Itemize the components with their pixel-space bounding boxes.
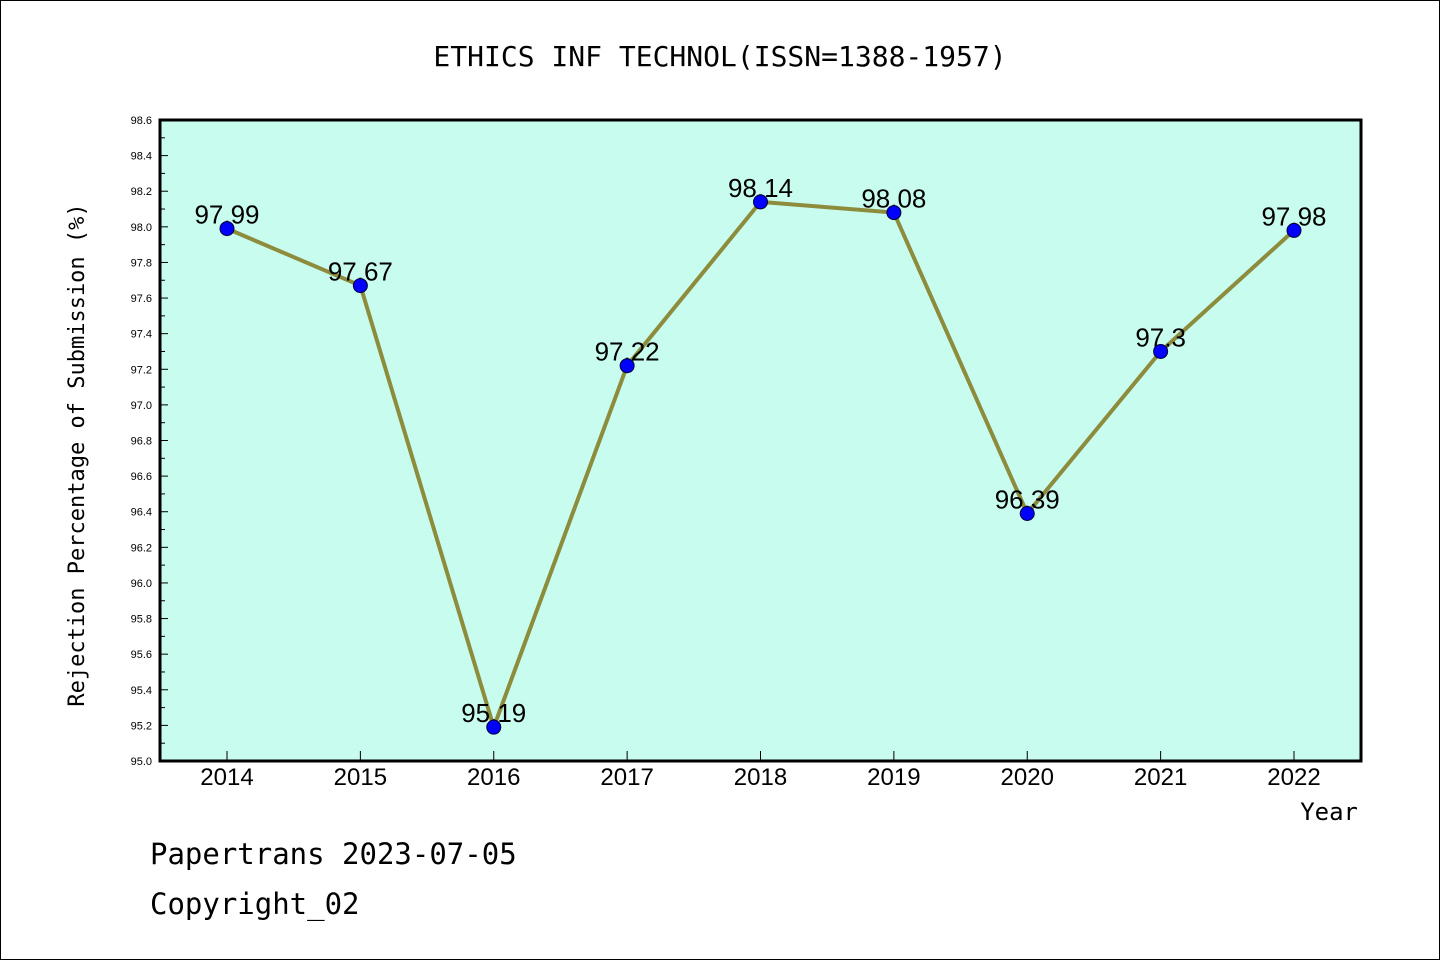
data-point [619, 358, 635, 374]
x-tick-label: 2022 [1267, 764, 1320, 791]
y-tick-label: 95.4 [131, 685, 152, 697]
x-tick-label: 2014 [200, 764, 253, 791]
x-tick-label: 2021 [1134, 764, 1187, 791]
series-markers [219, 194, 1302, 735]
x-tick-label: 2017 [600, 764, 653, 791]
plot-area [158, 118, 1363, 763]
y-tick-label: 97.6 [131, 293, 152, 305]
y-tick-label: 95.0 [131, 756, 152, 768]
data-point [753, 194, 768, 210]
y-tick-label: 98.2 [131, 186, 152, 198]
y-axis: 95.0 95.2 95.4 95.6 95.8 96.0 96.2 96.4 96.6 96.8… [131, 115, 168, 768]
y-tick-label: 95.6 [131, 649, 152, 661]
footer-copyright: Copyright_02 [150, 887, 360, 922]
y-tick-label: 96.8 [131, 436, 152, 448]
y-tick-label: 97.0 [131, 400, 152, 412]
y-tick-label: 96.6 [131, 471, 152, 483]
x-tick-label: 2018 [734, 764, 787, 791]
x-axis-label: Year [1300, 798, 1358, 826]
data-point [886, 205, 902, 221]
y-tick-label: 97.8 [131, 257, 152, 269]
chart-title: ETHICS INF TECHNOL(ISSN=1388-1957) [433, 40, 1006, 73]
y-tick-label: 97.2 [131, 364, 152, 376]
x-axis: 2014 2015 2016 2017 2018 2019 2020 2021 2022 [200, 751, 1321, 791]
data-point [1153, 343, 1169, 359]
y-tick-label: 97.4 [131, 329, 152, 341]
y-tick-label: 96.2 [131, 542, 152, 554]
y-tick-label: 96.0 [131, 578, 152, 590]
y-tick-label: 98.4 [131, 151, 152, 163]
data-point [352, 278, 368, 294]
data-point [1019, 506, 1035, 522]
data-point [1286, 222, 1302, 238]
x-tick-label: 2015 [334, 764, 387, 791]
x-tick-label: 2019 [867, 764, 920, 791]
y-axis-label: Rejection Percentage of Submission (%) [65, 203, 90, 706]
footer-date: Papertrans 2023-07-05 [150, 837, 517, 871]
y-tick-label: 98.0 [131, 222, 152, 234]
y-tick-label: 95.8 [131, 614, 152, 626]
data-point [486, 719, 502, 735]
x-tick-label: 2020 [1001, 764, 1054, 791]
y-tick-label: 95.2 [131, 720, 152, 732]
data-point [219, 221, 235, 237]
y-tick-label: 98.6 [131, 115, 152, 127]
x-tick-label: 2016 [467, 764, 520, 791]
y-tick-label: 96.4 [131, 507, 152, 519]
